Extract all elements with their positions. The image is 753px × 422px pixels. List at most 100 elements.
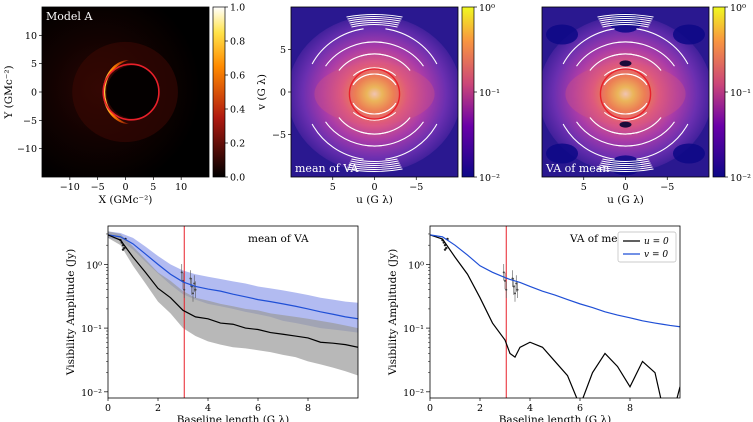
uv-track	[347, 16, 402, 20]
tick-label: 8	[627, 403, 633, 414]
tick-label: 8	[305, 403, 311, 414]
legend-label-v: v = 0	[644, 250, 668, 260]
va-of-mean-map-null-spot	[619, 60, 632, 67]
tick-label: −10	[17, 144, 37, 155]
colorbar-tick-label: 0.8	[230, 37, 245, 48]
tick-label: 0	[31, 88, 37, 99]
uv-track	[616, 121, 675, 147]
mean-of-va-map-cross-glow	[314, 63, 435, 125]
uv-track	[311, 123, 364, 160]
mean-of-va-profile-ylabel: Visibility Amplitude (Jy)	[65, 249, 77, 376]
va-of-mean-profile-title: VA of mean	[569, 233, 631, 245]
mean-of-va-profile-plot	[108, 226, 358, 398]
mean-of-va-profile-xlabel: Baseline length (G λ)	[177, 414, 290, 422]
tick-label: 4	[527, 403, 533, 414]
uv-track	[348, 18, 401, 22]
tick-label: 2	[477, 403, 483, 414]
series-v0	[108, 234, 358, 320]
tick-label: 10	[175, 182, 187, 193]
uv-track	[349, 162, 400, 166]
colorbar-tick-label: 0.4	[230, 105, 245, 116]
colorbar-tick-label: 10⁰	[479, 3, 495, 14]
colorbar-tick-label: 0.6	[230, 71, 245, 82]
model-a-image	[42, 7, 209, 177]
observed-point	[443, 248, 447, 251]
uv-track	[352, 67, 389, 77]
uv-track	[338, 53, 389, 71]
va-of-mean-profile-ylabel: Visibility Amplitude (Jy)	[387, 249, 399, 376]
tick-label: 0	[371, 182, 377, 193]
mean-of-va-map-label: mean of VA	[295, 162, 359, 175]
uv-track	[352, 73, 395, 86]
va-of-mean-map-null-region	[546, 143, 579, 164]
tick-label: −5	[660, 182, 674, 193]
uv-track	[603, 67, 640, 77]
va-of-mean-map-null-region	[672, 24, 705, 45]
mean-of-va-map-colorbar	[461, 6, 475, 178]
uv-track	[611, 111, 648, 121]
model-a-colorbar	[212, 6, 226, 178]
tick-label: −5	[409, 182, 423, 193]
series-u0	[430, 234, 680, 398]
colorbar-tick-label: 10⁻²	[730, 173, 751, 184]
tick-label: 10⁰	[408, 260, 424, 271]
tick-label: −10	[60, 182, 80, 193]
observed-point	[121, 248, 125, 251]
uv-track	[360, 117, 411, 135]
legend-label-u: u = 0	[644, 237, 669, 247]
tick-label: 5	[31, 59, 37, 70]
uv-track	[562, 123, 615, 160]
uv-track	[599, 164, 652, 168]
tick-label: 5	[581, 182, 587, 193]
tick-label: 10⁻¹	[81, 324, 102, 335]
tick-label: 0	[427, 403, 433, 414]
band-u0	[108, 231, 358, 376]
tick-label: 6	[255, 403, 261, 414]
va-of-mean-profile-plot	[430, 226, 680, 398]
uv-track	[346, 168, 403, 172]
uv-track	[562, 28, 615, 65]
mean-of-va-map-ring	[348, 68, 401, 120]
uv-track	[348, 164, 401, 168]
uv-track	[347, 166, 402, 170]
uv-track	[611, 117, 662, 135]
tick-label: 4	[205, 403, 211, 414]
mean-of-va-profile-frame	[107, 225, 359, 399]
uv-track	[350, 22, 399, 26]
tick-label: 10	[25, 31, 37, 42]
model-a-xlabel: X (GMc⁻²)	[99, 194, 153, 206]
uv-track	[351, 24, 398, 28]
va-of-mean-map-emission	[542, 15, 709, 173]
uv-track	[589, 53, 640, 71]
uv-track	[349, 20, 400, 24]
uv-track	[599, 18, 652, 22]
tick-label: 5	[330, 182, 336, 193]
mean-of-va-map-image	[291, 7, 458, 177]
tick-label: −5	[91, 182, 105, 193]
uv-track	[602, 158, 649, 162]
va-of-mean-map-colorbar	[712, 6, 726, 178]
uv-track	[360, 111, 397, 121]
tick-label: 2	[155, 403, 161, 414]
va-of-mean-map-null-region	[672, 143, 705, 164]
uv-track	[603, 73, 646, 86]
observed-point	[443, 243, 447, 247]
tick-label: 10⁰	[86, 260, 102, 271]
tick-label: 10⁻²	[403, 388, 424, 399]
uv-track	[351, 158, 398, 162]
model-a-ylabel: Y (GMc⁻²)	[3, 65, 15, 119]
va-of-mean-map-label: VA of mean	[545, 162, 609, 175]
tick-label: −5	[23, 116, 37, 127]
band-v0	[108, 231, 358, 333]
va-of-mean-map-null-region	[546, 24, 579, 45]
uv-track	[636, 28, 689, 65]
uv-track	[601, 160, 650, 164]
tick-label: 0	[280, 88, 286, 99]
tick-label: 10⁻¹	[403, 324, 424, 335]
colorbar-tick-label: 0.0	[230, 173, 245, 184]
uv-track	[636, 123, 689, 160]
tick-label: 10⁻²	[81, 388, 102, 399]
uv-track	[354, 102, 397, 115]
colorbar-tick-label: 10⁻²	[479, 173, 500, 184]
